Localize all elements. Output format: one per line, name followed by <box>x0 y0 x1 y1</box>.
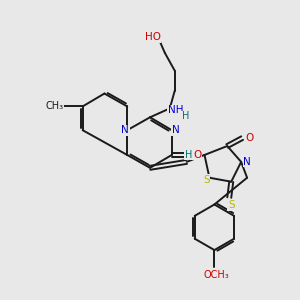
Text: S: S <box>203 175 210 185</box>
Text: N: N <box>243 157 251 167</box>
Text: S: S <box>228 200 235 211</box>
Text: NH: NH <box>168 105 184 116</box>
Text: O: O <box>194 150 202 160</box>
Text: O: O <box>245 133 253 143</box>
Text: H: H <box>185 150 192 160</box>
Text: N: N <box>122 125 129 135</box>
Text: N: N <box>172 125 180 135</box>
Text: CH₃: CH₃ <box>46 101 64 111</box>
Text: HO: HO <box>145 32 161 42</box>
Text: H: H <box>182 111 189 121</box>
Text: OCH₃: OCH₃ <box>203 270 229 280</box>
